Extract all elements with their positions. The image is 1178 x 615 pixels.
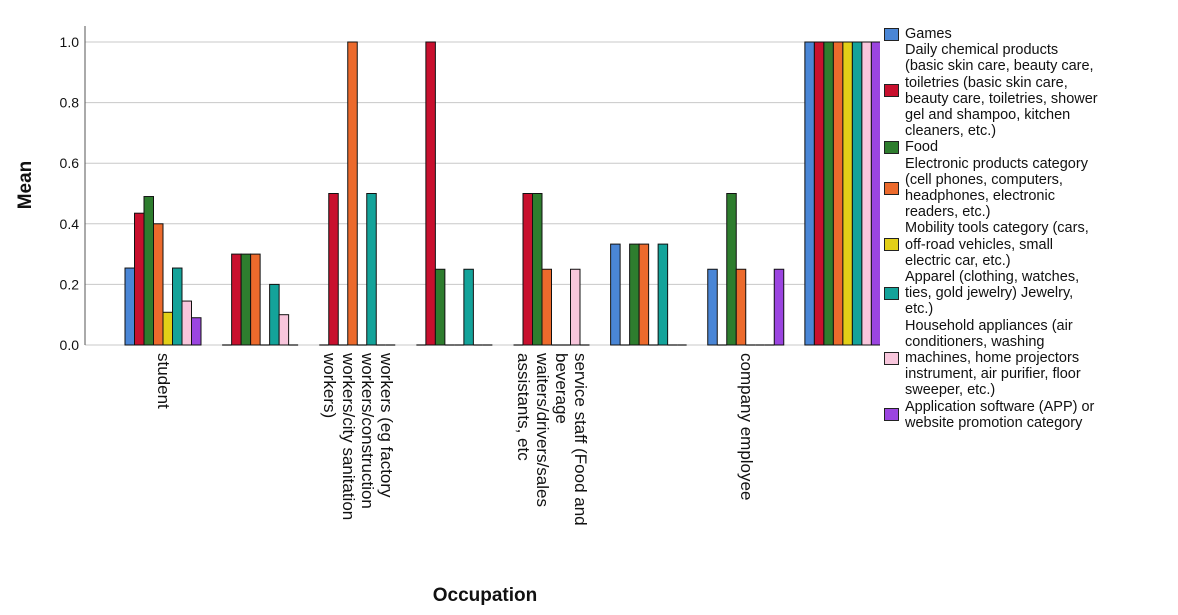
x-tick-label-line: student [154, 353, 173, 409]
bar [153, 223, 164, 346]
bar [269, 283, 280, 346]
bar [347, 41, 358, 346]
legend-swatch [884, 351, 899, 365]
x-tick-label-line: workers/city sanitation [339, 352, 358, 520]
y-tick-label: 0.2 [60, 276, 80, 292]
legend-label: Daily chemical products (basic skin care… [905, 42, 1098, 140]
x-tick-label-line: waiters/drivers/sales [533, 352, 552, 507]
y-axis-title: Mean [15, 161, 36, 210]
legend-item: Games [884, 26, 1176, 42]
x-tick-label-line: beverage [552, 353, 571, 424]
bar [657, 243, 669, 346]
y-tick-label: 0.6 [60, 155, 80, 171]
x-tick-label: company employee [737, 353, 756, 500]
legend-label: Mobility tools category (cars, off-road … [905, 220, 1089, 269]
x-tick-label-line: workers) [320, 352, 339, 418]
bar [726, 193, 737, 346]
bar [851, 41, 863, 346]
legend-label: Household appliances (air conditioners, … [905, 317, 1081, 399]
legend-item: Mobility tools category (cars, off-road … [884, 220, 1176, 269]
legend-swatch [884, 408, 899, 422]
legend-swatch [884, 27, 899, 41]
bar [366, 193, 377, 346]
legend-label: Games [905, 26, 952, 42]
x-tick-label-line: workers (eg factory [377, 352, 396, 498]
x-tick-label-line: service staff (Food and [571, 353, 590, 526]
bar [842, 41, 853, 346]
legend-item: Daily chemical products (basic skin care… [884, 42, 1176, 139]
bar [823, 41, 834, 346]
legend-item: Apparel (clothing, watches, ties, gold j… [884, 269, 1176, 318]
bar [328, 193, 339, 346]
bar [541, 268, 552, 346]
bar [735, 268, 747, 346]
bar [143, 196, 154, 346]
legend-item: Application software (APP) or website pr… [884, 399, 1176, 431]
x-tick-label: workers (eg factoryworkers/constructionw… [320, 352, 396, 520]
y-tick-label: 1.0 [60, 34, 80, 50]
bar [162, 311, 173, 346]
bar [629, 243, 640, 346]
legend-swatch [884, 286, 899, 300]
x-axis-title: Occupation [433, 585, 538, 606]
bar [610, 243, 621, 346]
y-tick-label: 0.0 [60, 337, 80, 353]
bar [861, 41, 872, 346]
bar-chart: 0.0 0.2 0.4 0.6 0.8 1.0 student workers (eg fa… [15, 26, 880, 606]
x-category-labels: student workers (eg factoryworkers/constr… [154, 352, 756, 526]
bar [434, 268, 446, 346]
bar [804, 41, 815, 346]
bar [813, 41, 825, 346]
bar [773, 268, 785, 346]
y-tick-label: 0.8 [60, 95, 80, 111]
legend-swatch [884, 238, 899, 252]
x-tick-label-line: assistants, etc [514, 353, 533, 461]
legend-swatch [884, 141, 899, 155]
x-tick-label-line: workers/construction [358, 352, 377, 509]
y-tick-label: 0.4 [60, 216, 80, 232]
bar [181, 300, 192, 346]
x-tick-label-line: company employee [737, 353, 756, 500]
bar [870, 41, 880, 346]
bar [463, 268, 474, 346]
bar [425, 41, 436, 346]
bar [638, 243, 650, 346]
legend-swatch [884, 84, 899, 98]
x-tick-label: service staff (Food andbeveragewaiters/d… [514, 352, 590, 526]
bar [522, 193, 533, 346]
legend-label: Apparel (clothing, watches, ties, gold j… [905, 269, 1080, 318]
bar [172, 267, 183, 346]
bar [240, 253, 252, 346]
legend-swatch [884, 181, 899, 195]
bars [124, 41, 880, 346]
legend-item: Household appliances (air conditioners, … [884, 318, 1176, 399]
legend-label: Food [905, 139, 939, 156]
legend-item: Electronic products category (cell phone… [884, 156, 1176, 221]
bar [832, 41, 844, 346]
bar [134, 212, 145, 346]
bar [707, 268, 718, 346]
bar [191, 317, 202, 346]
bar [278, 314, 290, 346]
y-ticks: 0.0 0.2 0.4 0.6 0.8 1.0 [60, 34, 80, 353]
legend: Games Daily chemical products (basic skin… [884, 26, 1176, 431]
x-tick-label: student [154, 353, 173, 409]
legend-item: Food [884, 139, 1176, 155]
bar [570, 268, 581, 346]
bar [532, 193, 543, 346]
legend-label: Application software (APP) or website pr… [905, 398, 1095, 431]
bar [231, 253, 242, 346]
bar [124, 267, 135, 346]
bar [250, 253, 261, 346]
legend-label: Electronic products category (cell phone… [905, 155, 1088, 221]
